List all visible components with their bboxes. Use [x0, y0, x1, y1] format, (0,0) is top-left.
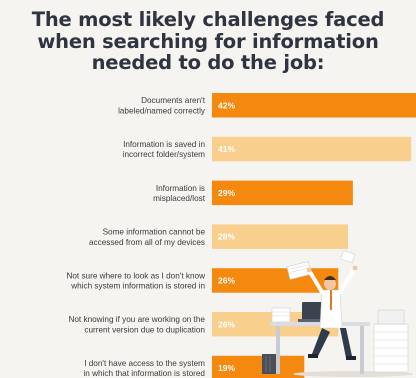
bar-1	[212, 93, 416, 118]
chart-title: The most likely challenges faced when se…	[0, 9, 416, 74]
category-label-2-line-1: Information is saved in	[123, 140, 205, 149]
value-label-6: 26%	[218, 319, 235, 329]
value-label-4: 28%	[218, 232, 235, 242]
category-label-2-line-2: incorrect folder/system	[123, 150, 206, 159]
person-icon	[306, 265, 358, 360]
value-label-1: 42%	[218, 100, 235, 110]
value-label-2: 41%	[218, 144, 235, 154]
category-label-4-line-1: Some information cannot be	[103, 228, 206, 237]
category-label-4-line-2: accessed from all of my devices	[89, 238, 205, 247]
chart-title-line-3: needed to do the job:	[91, 51, 325, 74]
category-label-3-line-1: Information is	[156, 184, 205, 193]
category-label-6-line-2: current version due to duplication	[84, 325, 205, 334]
paper-stack-icon	[271, 307, 409, 373]
category-label-7-line-2: in which that information is stored	[83, 369, 205, 378]
category-label-7-line-1: I don't have access to the system	[84, 359, 205, 368]
category-label-5-line-1: Not sure where to look as I don't know	[66, 271, 205, 280]
category-label-6-line-1: Not knowing if you are working on the	[68, 315, 205, 324]
category-label-1-line-1: Documents aren't	[141, 96, 206, 105]
chart-title-line-2: when searching for information	[37, 29, 379, 53]
category-label-5-line-2: which system information is stored in	[70, 282, 205, 291]
value-label-3: 29%	[218, 188, 235, 198]
bar-7	[212, 355, 305, 378]
chart-title-line-1: The most likely challenges faced	[31, 8, 385, 31]
bar-4	[212, 224, 348, 249]
value-label-7: 19%	[218, 363, 235, 373]
category-label-1-line-2: labeled/named correctly	[118, 106, 206, 115]
waste-bin-icon	[262, 354, 276, 374]
bar-2	[212, 136, 412, 162]
flying-paper-icon	[286, 261, 312, 280]
office-worker-illustration	[262, 250, 413, 377]
bar-3	[212, 180, 353, 206]
category-label-3-line-2: misplaced/lost	[153, 194, 206, 203]
value-label-5: 26%	[218, 275, 235, 285]
